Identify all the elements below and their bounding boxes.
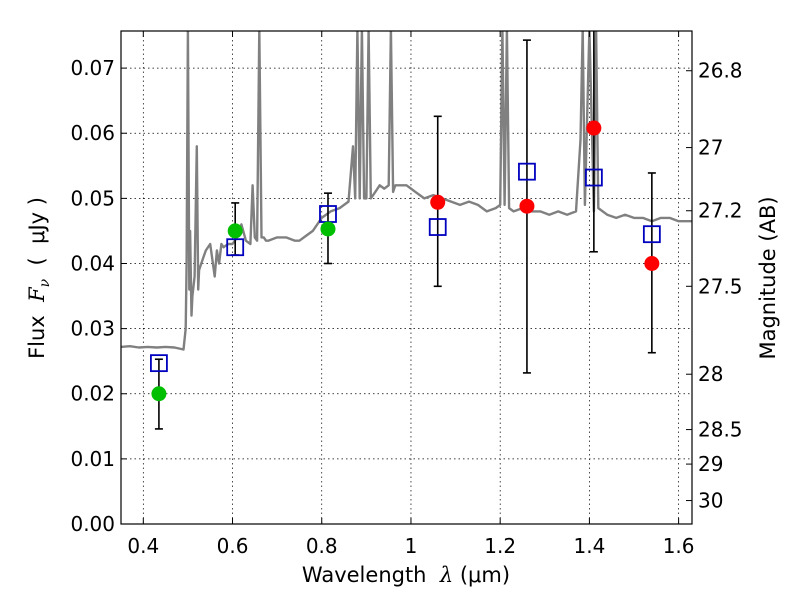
x-tick-label: 1.6: [663, 534, 695, 558]
x-tick-label: 1.2: [484, 534, 516, 558]
y2-tick-label: 26.8: [698, 59, 743, 83]
y2-tick-label: 30: [698, 489, 723, 513]
y-tick-label: 0.00: [70, 512, 115, 536]
x-axis-title: Wavelength λ (μm): [302, 563, 510, 587]
model-photometry-point: [518, 162, 536, 181]
x-tick-label: 0.8: [306, 534, 338, 558]
plot-area: [121, 31, 692, 430]
y-tick-label: 0.02: [70, 382, 115, 406]
model-photometry-point: [226, 238, 245, 257]
y2-tick-label: 27.5: [698, 274, 743, 298]
x-tick-label: 1: [405, 534, 418, 558]
y-tick-label: 0.05: [70, 186, 115, 210]
y2-tick-label: 28.5: [698, 418, 743, 442]
y2-tick-label: 27: [698, 136, 723, 160]
model-photometry-point: [428, 218, 447, 236]
y-tick-label: 0.04: [70, 251, 115, 275]
observed-limit-point: [430, 194, 446, 210]
y-tick-label: 0.07: [70, 56, 115, 80]
y2-tick-label: 29: [698, 452, 723, 476]
x-tick-label: 0.6: [217, 534, 249, 558]
observed-limit-point: [586, 120, 602, 136]
y2-tick-label: 28: [698, 362, 723, 386]
observed-detection-point: [320, 221, 336, 237]
y2-tick-label: 27.2: [698, 199, 743, 223]
y-tick-label: 0.03: [70, 317, 115, 341]
observed-limit-point: [519, 198, 535, 214]
observed-limit-point: [644, 255, 660, 271]
observed-detection-point: [227, 223, 243, 239]
axes-ticks: 0.4 0.6 0.8 1 1.2 1.4 1.6 0.00 0.01 0.02 0.03 0.04 0…: [70, 31, 743, 558]
x-tick-label: 1.4: [573, 534, 605, 558]
model-photometry-point: [584, 168, 603, 187]
model-spectrum-line: [121, 31, 692, 351]
y2-axis-title: Magnitude (AB): [756, 196, 780, 359]
y-tick-label: 0.06: [70, 121, 115, 145]
y-axis-title: Flux Fν ( μJy ): [25, 197, 53, 359]
observed-detection-point: [151, 386, 167, 402]
model-photometry-point: [642, 225, 661, 244]
y-tick-label: 0.01: [70, 447, 115, 471]
x-tick-label: 0.4: [127, 534, 159, 558]
plot-frame: [120, 30, 693, 525]
model-photometry-point: [150, 354, 168, 373]
